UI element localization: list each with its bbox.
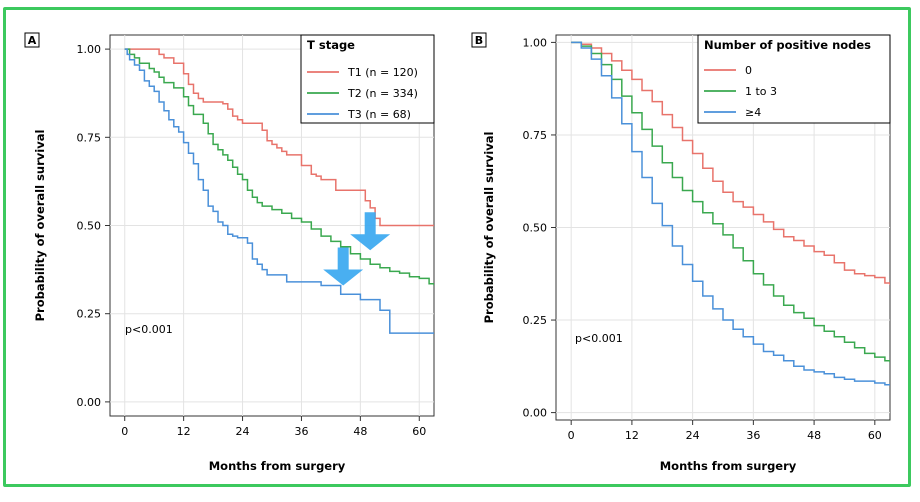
x-tick-label: 60 xyxy=(868,429,882,442)
legend-box xyxy=(300,34,435,124)
y-tick-label: 0.25 xyxy=(523,314,548,327)
y-tick-label: 1.00 xyxy=(77,43,102,56)
panel-label-box xyxy=(471,32,487,48)
panel-label-box xyxy=(24,32,40,48)
x-tick-label: 24 xyxy=(236,425,250,438)
x-tick-label: 48 xyxy=(807,429,821,442)
x-axis-title: Months from surgery xyxy=(209,459,346,473)
y-tick-label: 0.00 xyxy=(77,396,102,409)
chart-b: 0 12 24 36 48 60 0.00 0.25 0.50 0.75 1.00 Months fr… xyxy=(471,32,891,473)
legend-entry-2: 1 to 3 xyxy=(745,85,777,98)
x-tick-label: 0 xyxy=(568,429,575,442)
down-arrow-marker-2 xyxy=(323,247,364,286)
y-tick-label: 0.50 xyxy=(77,220,102,233)
x-tick-label: 48 xyxy=(353,425,367,438)
y-tick-label: 0.25 xyxy=(77,308,102,321)
legend-entry-1: T1 (n = 120) xyxy=(347,66,418,79)
series-line-1 xyxy=(571,41,890,285)
x-tick-label: 36 xyxy=(294,425,308,438)
y-tick-label: 1.00 xyxy=(523,36,548,49)
legend-entry-3: ≥4 xyxy=(745,106,761,119)
x-tick-label: 0 xyxy=(121,425,128,438)
p-value-annotation: p<0.001 xyxy=(575,332,623,345)
legend-title: Number of positive nodes xyxy=(704,38,871,52)
legend-entry-2: T2 (n = 334) xyxy=(347,87,418,100)
down-arrow-marker-1 xyxy=(350,212,391,251)
legend-box xyxy=(697,34,891,124)
legend-entry-3: T3 (n = 68) xyxy=(347,108,411,121)
series-line-3 xyxy=(571,41,890,386)
y-tick-label: 0.00 xyxy=(523,407,548,420)
x-tick-label: 36 xyxy=(746,429,760,442)
p-value-annotation: p<0.001 xyxy=(125,323,173,336)
y-tick-label: 0.75 xyxy=(77,131,102,144)
x-axis-title: Months from surgery xyxy=(660,459,797,473)
series-line-3 xyxy=(124,48,434,334)
y-axis-title: Probability of overall survival xyxy=(482,132,496,324)
legend-title: T stage xyxy=(307,38,355,52)
panel-label: A xyxy=(28,34,37,47)
y-tick-label: 0.50 xyxy=(523,222,548,235)
legend-entry-1: 0 xyxy=(745,64,752,77)
x-tick-label: 60 xyxy=(412,425,426,438)
series-line-1 xyxy=(124,48,434,227)
y-axis-title: Probability of overall survival xyxy=(33,130,47,322)
x-tick-label: 12 xyxy=(177,425,191,438)
series-line-2 xyxy=(124,48,434,286)
panel-label: B xyxy=(475,34,483,47)
y-tick-label: 0.75 xyxy=(523,129,548,142)
x-tick-label: 12 xyxy=(625,429,639,442)
chart-a: 0 12 24 36 48 60 0.00 0.25 0.50 0.75 1.00 Months fr… xyxy=(24,32,435,473)
figure-frame xyxy=(3,7,911,487)
x-tick-label: 24 xyxy=(686,429,700,442)
series-line-2 xyxy=(571,41,890,363)
